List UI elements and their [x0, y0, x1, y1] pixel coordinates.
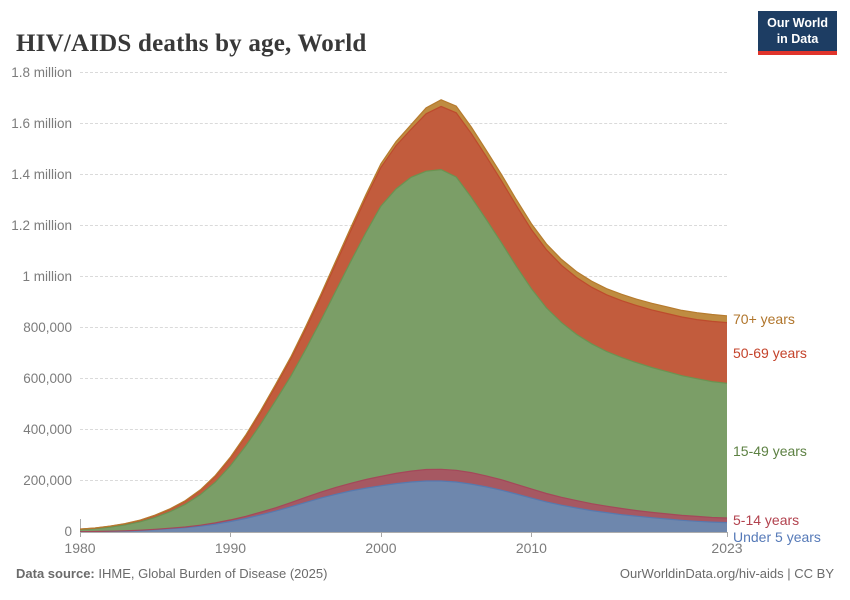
- x-axis-tick: [727, 532, 728, 537]
- y-axis-tick-label: 1.2 million: [11, 218, 72, 233]
- y-axis-tick-label: 1 million: [22, 269, 72, 284]
- y-axis-tick-label: 600,000: [23, 371, 72, 386]
- y-axis-zero-tick: [80, 519, 81, 532]
- data-source-note: Data source: IHME, Global Burden of Dise…: [16, 566, 327, 581]
- owid-url-license[interactable]: OurWorldinData.org/hiv-aids | CC BY: [619, 566, 834, 581]
- owid-logo-line2: in Data: [776, 31, 819, 46]
- line-under-5-years: [80, 480, 727, 532]
- x-axis-tick-label: 2000: [365, 540, 397, 556]
- x-axis-tick: [531, 532, 533, 537]
- data-source-label: Data source:: [16, 566, 95, 581]
- series-label-50-69-years[interactable]: 50-69 years: [733, 344, 807, 361]
- x-axis-tick: [230, 532, 232, 537]
- line-15-49-years: [80, 168, 727, 531]
- page-title: HIV/AIDS deaths by age, World: [16, 29, 367, 57]
- owid-logo[interactable]: Our World in Data: [758, 11, 837, 56]
- owid-logo-line1: Our World: [767, 16, 828, 30]
- y-axis-tick-label: 800,000: [23, 320, 72, 335]
- area-15-49-years[interactable]: [80, 169, 727, 532]
- x-axis-tick-label: 2023: [711, 540, 743, 556]
- y-gridline: [80, 123, 727, 124]
- data-source-text: IHME, Global Burden of Disease (2025): [94, 566, 328, 581]
- x-axis-tick: [380, 532, 382, 537]
- stacked-areas-canvas: [80, 99, 727, 532]
- y-axis-tick-label: 0: [64, 524, 72, 539]
- y-axis-tick-label: 1.4 million: [11, 167, 72, 182]
- line-70-years: [80, 99, 727, 530]
- x-axis-tick-label: 1990: [214, 540, 247, 556]
- series-label-5-14-years[interactable]: 5-14 years: [733, 512, 800, 529]
- y-axis-tick-label: 200,000: [23, 473, 72, 488]
- chart-footer: Data source: IHME, Global Burden of Dise…: [0, 566, 850, 581]
- series-label-15-49-years[interactable]: 15-49 years: [733, 442, 807, 459]
- x-axis-tick-label: 1980: [64, 540, 96, 556]
- y-axis-tick-label: 1.6 million: [11, 116, 72, 131]
- x-axis-tick: [80, 532, 81, 537]
- series-label-under-5-years[interactable]: Under 5 years: [733, 529, 821, 546]
- y-gridline: [80, 72, 727, 73]
- line-5-14-years: [80, 468, 727, 532]
- y-axis-tick-label: 1.8 million: [11, 65, 72, 80]
- x-axis-line: [80, 532, 727, 533]
- y-axis-tick-label: 400,000: [23, 422, 72, 437]
- x-axis-tick-label: 2010: [515, 540, 547, 556]
- series-label-70-years[interactable]: 70+ years: [733, 311, 795, 328]
